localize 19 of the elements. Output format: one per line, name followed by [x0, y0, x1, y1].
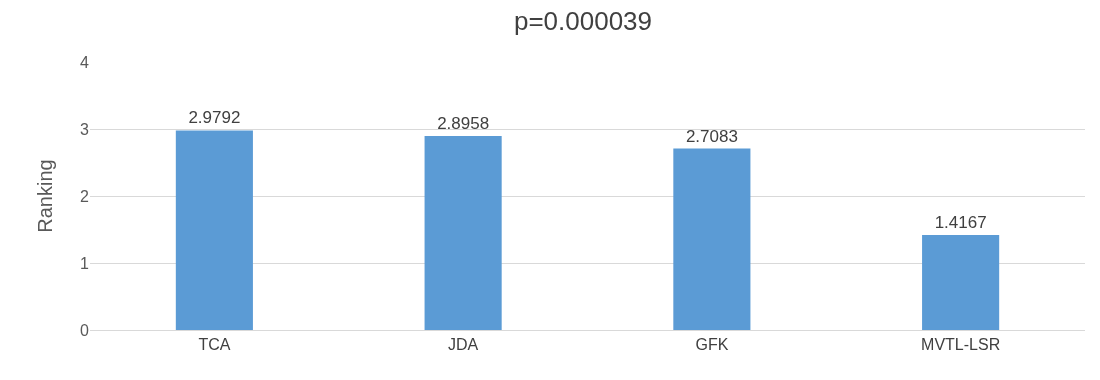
- y-tick-label: 0: [80, 321, 90, 339]
- bar: [175, 130, 253, 330]
- bar: [922, 235, 1000, 330]
- x-tick-label: JDA: [448, 336, 479, 354]
- x-tick-label: TCA: [198, 336, 231, 354]
- data-label: 1.4167: [934, 213, 987, 233]
- y-tick-label: 4: [80, 53, 90, 71]
- data-label: 2.8958: [437, 113, 490, 133]
- chart-title: p=0.000039: [513, 5, 653, 36]
- data-label: 2.9792: [188, 108, 241, 128]
- data-label: 2.7083: [685, 126, 738, 146]
- bar: [424, 135, 502, 330]
- y-tick-label: 3: [80, 120, 90, 138]
- bar: [673, 148, 751, 330]
- y-tick-label: 2: [80, 187, 90, 205]
- y-tick-label: 1: [80, 254, 90, 272]
- y-axis-title: Ranking: [33, 159, 56, 233]
- x-tick-label: GFK: [695, 336, 729, 354]
- x-tick-label: MVTL-LSR: [921, 336, 1001, 354]
